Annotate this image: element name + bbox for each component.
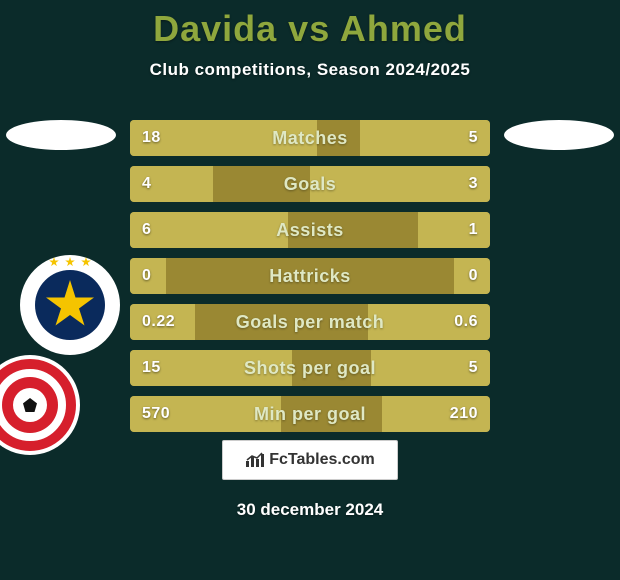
stats-table: 185Matches 43Goals 61Assists 00Hattricks 0.2… <box>130 120 490 442</box>
stat-row: 570210Min per goal <box>130 396 490 432</box>
stat-row: 185Matches <box>130 120 490 156</box>
club-logo-right <box>0 355 80 455</box>
stat-row: 43Goals <box>130 166 490 202</box>
page-title: Davida vs Ahmed <box>0 0 620 50</box>
stat-label: Matches <box>130 120 490 156</box>
branding-badge: FcTables.com <box>222 440 398 480</box>
stat-label: Goals <box>130 166 490 202</box>
club-logo-left <box>20 255 120 355</box>
stat-row: 155Shots per goal <box>130 350 490 386</box>
stat-row: 0.220.6Goals per match <box>130 304 490 340</box>
stat-row: 00Hattricks <box>130 258 490 294</box>
branding-text: FcTables.com <box>269 451 375 469</box>
comparison-card: Davida vs Ahmed Club competitions, Seaso… <box>0 0 620 580</box>
date-label: 30 december 2024 <box>0 500 620 520</box>
stat-label: Goals per match <box>130 304 490 340</box>
stat-label: Shots per goal <box>130 350 490 386</box>
chart-icon <box>245 452 265 468</box>
stat-row: 61Assists <box>130 212 490 248</box>
stat-label: Assists <box>130 212 490 248</box>
player-left-silhouette <box>6 120 116 150</box>
stat-label: Min per goal <box>130 396 490 432</box>
stat-label: Hattricks <box>130 258 490 294</box>
player-right-silhouette <box>504 120 614 150</box>
page-subtitle: Club competitions, Season 2024/2025 <box>0 60 620 80</box>
